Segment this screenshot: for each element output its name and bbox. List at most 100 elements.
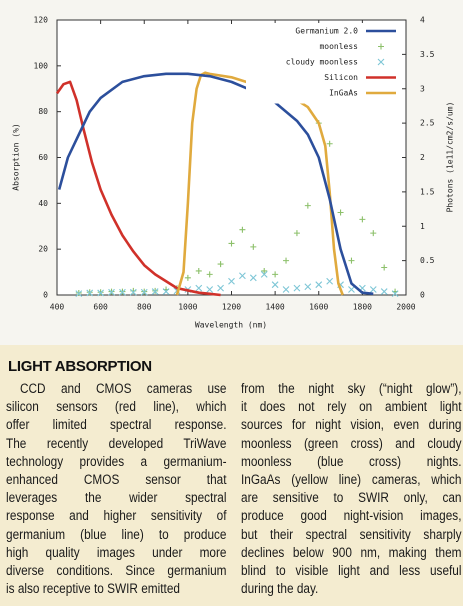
marker xyxy=(75,290,83,298)
line xyxy=(57,72,374,296)
marker xyxy=(217,284,224,292)
text-line: but their spectral sensitivity sharply xyxy=(241,526,462,542)
x-tick-label: 600 xyxy=(93,303,108,312)
legend-label: moonless xyxy=(319,42,358,51)
marker xyxy=(119,288,126,296)
marker xyxy=(359,216,366,223)
marker xyxy=(239,226,246,233)
marker xyxy=(283,257,290,264)
marker xyxy=(97,289,105,297)
legend-label: Silicon xyxy=(324,73,358,82)
marker xyxy=(381,264,388,271)
text-line: high quality images under more xyxy=(6,544,227,560)
marker xyxy=(249,274,257,282)
marker xyxy=(228,240,235,247)
text-line: leverages the wider spectral xyxy=(6,490,227,506)
marker xyxy=(129,288,137,296)
x-tick-label: 1800 xyxy=(353,303,372,312)
text-line: InGaAs (yellow line) cameras, which xyxy=(241,472,462,488)
y2-tick-label: 1 xyxy=(420,222,425,231)
marker xyxy=(184,274,191,281)
marker xyxy=(260,270,268,278)
text-line: moonless (green cross) and cloudy xyxy=(241,435,462,451)
legend-swatch xyxy=(377,58,385,66)
marker xyxy=(228,277,235,285)
text-line: are sensitive to SWIR only, can xyxy=(241,490,462,506)
marker xyxy=(370,230,377,237)
marker xyxy=(162,288,170,295)
legend-swatch xyxy=(378,43,384,50)
marker xyxy=(337,209,344,216)
y2-tick-label: 2.5 xyxy=(420,119,435,128)
y-tick-label: 0 xyxy=(43,291,48,300)
marker xyxy=(217,261,224,268)
marker xyxy=(293,230,300,237)
legend-label: Germanium 2.0 xyxy=(295,27,358,36)
text-line: offer limited spectral response. xyxy=(6,417,227,433)
y2-tick-label: 1.5 xyxy=(420,187,435,196)
text-line: blind to visible light and less useful xyxy=(241,563,462,579)
marker xyxy=(250,243,257,250)
legend-label: cloudy moonless xyxy=(286,58,358,67)
chart: Wavelength (nm) Absorption (%) Photons (… xyxy=(0,0,463,345)
y2-tick-label: 3.5 xyxy=(420,50,435,59)
x-tick-label: 1200 xyxy=(222,303,241,312)
text-line: response and higher sensitivity of xyxy=(6,508,227,524)
marker xyxy=(195,284,203,292)
marker xyxy=(271,281,279,289)
text-line: silicon sensors (red line), which xyxy=(6,399,227,415)
marker xyxy=(348,257,355,264)
legend-label: InGaAs xyxy=(329,89,358,98)
text-column: from the night sky (“night glow”), it doe… xyxy=(241,380,462,598)
text-line: during the day. xyxy=(241,581,319,597)
line xyxy=(55,80,221,297)
marker xyxy=(206,271,213,278)
legend-box xyxy=(246,23,400,104)
text-line: enhanced CMOS sensor that xyxy=(6,472,227,488)
marker xyxy=(282,286,290,293)
text-line: technology provides a germanium- xyxy=(6,453,227,469)
y2-tick-label: 0 xyxy=(420,291,425,300)
text-line: it does not rely on ambient light xyxy=(241,399,462,415)
marker xyxy=(86,289,94,297)
marker xyxy=(326,140,333,147)
x-tick-label: 400 xyxy=(50,303,65,312)
marker xyxy=(304,283,312,291)
y2-tick-label: 2 xyxy=(420,153,425,162)
text-column: CCD and CMOS cameras use silicon sensors … xyxy=(6,380,227,598)
text-line: from the night sky (“night glow”), xyxy=(241,381,462,396)
text-line: declines below 900 nm, making them xyxy=(241,544,462,560)
marker xyxy=(293,284,301,292)
y2-tick-label: 4 xyxy=(420,16,425,25)
marker xyxy=(206,286,214,293)
y-axis-title: Absorption (%) xyxy=(12,123,21,190)
y2-tick-label: 0.5 xyxy=(420,256,435,265)
text-line: moonless (blue cross) nights. xyxy=(241,453,462,469)
x-tick-label: 1000 xyxy=(178,303,197,312)
marker xyxy=(380,288,388,295)
y-tick-label: 100 xyxy=(34,61,49,70)
marker xyxy=(348,286,355,293)
marker xyxy=(272,271,279,278)
text-line: is also receptive to SWIR emitted xyxy=(6,581,180,597)
marker xyxy=(315,281,323,289)
marker xyxy=(261,267,268,274)
marker xyxy=(239,272,246,280)
y-tick-label: 80 xyxy=(38,107,48,116)
text-line: sources for night vision, even during xyxy=(241,417,462,433)
marker xyxy=(195,267,202,274)
text-line: diverse conditions. Since germanium xyxy=(6,563,227,579)
y-tick-label: 20 xyxy=(38,245,48,254)
y-tick-label: 60 xyxy=(38,153,48,162)
y-tick-label: 120 xyxy=(34,16,49,25)
x-tick-label: 1600 xyxy=(309,303,328,312)
marker xyxy=(151,288,159,295)
y-tick-label: 40 xyxy=(38,199,48,208)
text-line: The recently developed TriWave xyxy=(6,435,227,451)
y2-tick-label: 3 xyxy=(420,84,425,93)
x-tick-label: 2000 xyxy=(396,303,415,312)
heading: LIGHT ABSORPTION xyxy=(8,358,152,375)
x-axis-title: Wavelength (nm) xyxy=(195,321,267,330)
text-line: produce good night-vision images, xyxy=(241,508,462,524)
